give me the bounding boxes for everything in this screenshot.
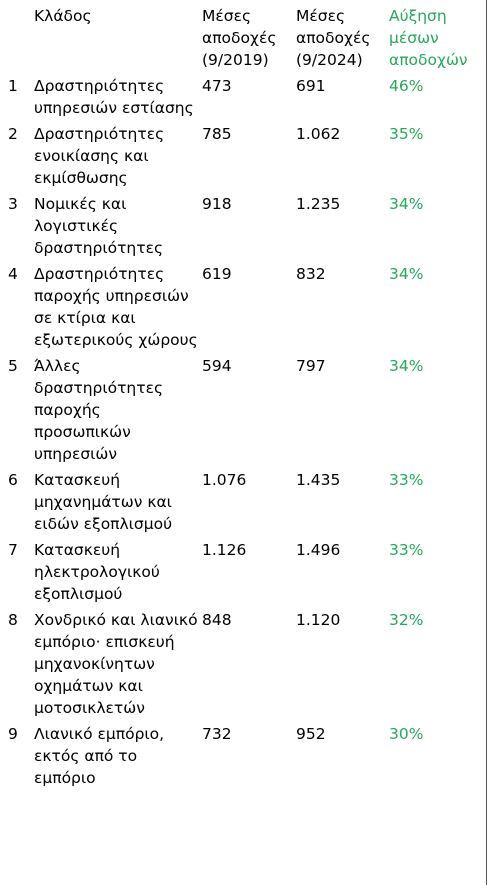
header-sector: Κλάδος	[34, 7, 92, 25]
row-sector: Κατασκευή μηχανημάτων και ειδών εξοπλισμ…	[34, 471, 173, 533]
row-wage-2019: 594	[202, 357, 232, 375]
row-wage-2019: 848	[202, 611, 232, 629]
header-row: Κλάδος Μέσες αποδοχές (9/2019) Μέσες απο…	[0, 0, 486, 74]
table-row: 6 Κατασκευή μηχανημάτων και ειδών εξοπλι…	[0, 468, 486, 538]
row-wage-2024: 1.120	[296, 611, 341, 629]
row-wage-2019: 918	[202, 195, 232, 213]
row-wage-2024: 797	[296, 357, 326, 375]
row-growth: 34%	[389, 195, 424, 213]
header-wage-2019: Μέσες αποδοχές (9/2019)	[202, 7, 277, 69]
row-index: 3	[8, 195, 18, 213]
row-wage-2024: 1.062	[296, 125, 341, 143]
row-sector: Δραστηριότητες υπηρεσιών εστίασης	[34, 77, 194, 117]
row-wage-2024: 952	[296, 725, 326, 743]
row-sector: Δραστηριότητες ενοικίασης και εκμίσθωσης	[34, 125, 165, 187]
row-sector: Άλλες δραστηριότητες παροχής προσωπικών …	[34, 357, 164, 463]
row-index: 4	[8, 265, 18, 283]
table-row: 2 Δραστηριότητες ενοικίασης και εκμίσθωσ…	[0, 122, 486, 192]
wages-table: Κλάδος Μέσες αποδοχές (9/2019) Μέσες απο…	[0, 0, 486, 792]
row-index: 5	[8, 357, 18, 375]
row-wage-2019: 785	[202, 125, 232, 143]
row-growth: 33%	[389, 471, 424, 489]
row-wage-2024: 1.435	[296, 471, 341, 489]
row-index: 8	[8, 611, 18, 629]
row-wage-2024: 1.235	[296, 195, 341, 213]
row-wage-2019: 1.076	[202, 471, 247, 489]
row-growth: 32%	[389, 611, 424, 629]
row-wage-2019: 732	[202, 725, 232, 743]
row-sector: Κατασκευή ηλεκτρολογικού εξοπλισμού	[34, 541, 160, 603]
table-header: Κλάδος Μέσες αποδοχές (9/2019) Μέσες απο…	[0, 0, 486, 74]
row-index: 2	[8, 125, 18, 143]
row-wage-2019: 1.126	[202, 541, 247, 559]
row-index: 9	[8, 725, 18, 743]
row-growth: 34%	[389, 357, 424, 375]
row-sector: Νομικές και λογιστικές δραστηριότητες	[34, 195, 164, 257]
row-wage-2024: 832	[296, 265, 326, 283]
row-growth: 46%	[389, 77, 424, 95]
table-row: 5 Άλλες δραστηριότητες παροχής προσωπικώ…	[0, 354, 486, 468]
row-growth: 35%	[389, 125, 424, 143]
row-index: 6	[8, 471, 18, 489]
row-wage-2024: 1.496	[296, 541, 341, 559]
row-sector: Λιανικό εμπόριο, εκτός από το εμπόριο	[34, 725, 165, 787]
table-row: 7 Κατασκευή ηλεκτρολογικού εξοπλισμού 1.…	[0, 538, 486, 608]
row-growth: 30%	[389, 725, 424, 743]
table-row: 1 Δραστηριότητες υπηρεσιών εστίασης 473 …	[0, 74, 486, 122]
table-row: 3 Νομικές και λογιστικές δραστηριότητες …	[0, 192, 486, 262]
row-growth: 33%	[389, 541, 424, 559]
table-body: 1 Δραστηριότητες υπηρεσιών εστίασης 4 7 3 …	[0, 74, 486, 792]
header-growth: Αύξηση μέσων αποδοχών	[389, 7, 468, 69]
row-index: 1	[8, 77, 18, 95]
table-row: 4 Δραστηριότητες παροχής υπηρεσιών σε κτ…	[0, 262, 486, 354]
row-sector: Δραστηριότητες παροχής υπηρεσιών σε κτίρ…	[34, 265, 198, 349]
row-index: 7	[8, 541, 18, 559]
header-index	[0, 0, 28, 74]
row-growth: 34%	[389, 265, 424, 283]
table-row: 9 Λιανικό εμπόριο, εκτός από το εμπόριο …	[0, 722, 486, 792]
row-sector: Χονδρικό και λιανικό εμπόριο· επισκευή μ…	[34, 611, 198, 717]
header-wage-2024: Μέσες αποδοχές (9/2024)	[296, 7, 371, 69]
table-row: 8 Χονδρικό και λιανικό εμπόριο· επισκευή…	[0, 608, 486, 722]
row-wage-2024: 691	[296, 77, 326, 95]
row-wage-2019: 473	[202, 77, 232, 95]
row-wage-2019: 619	[202, 265, 232, 283]
